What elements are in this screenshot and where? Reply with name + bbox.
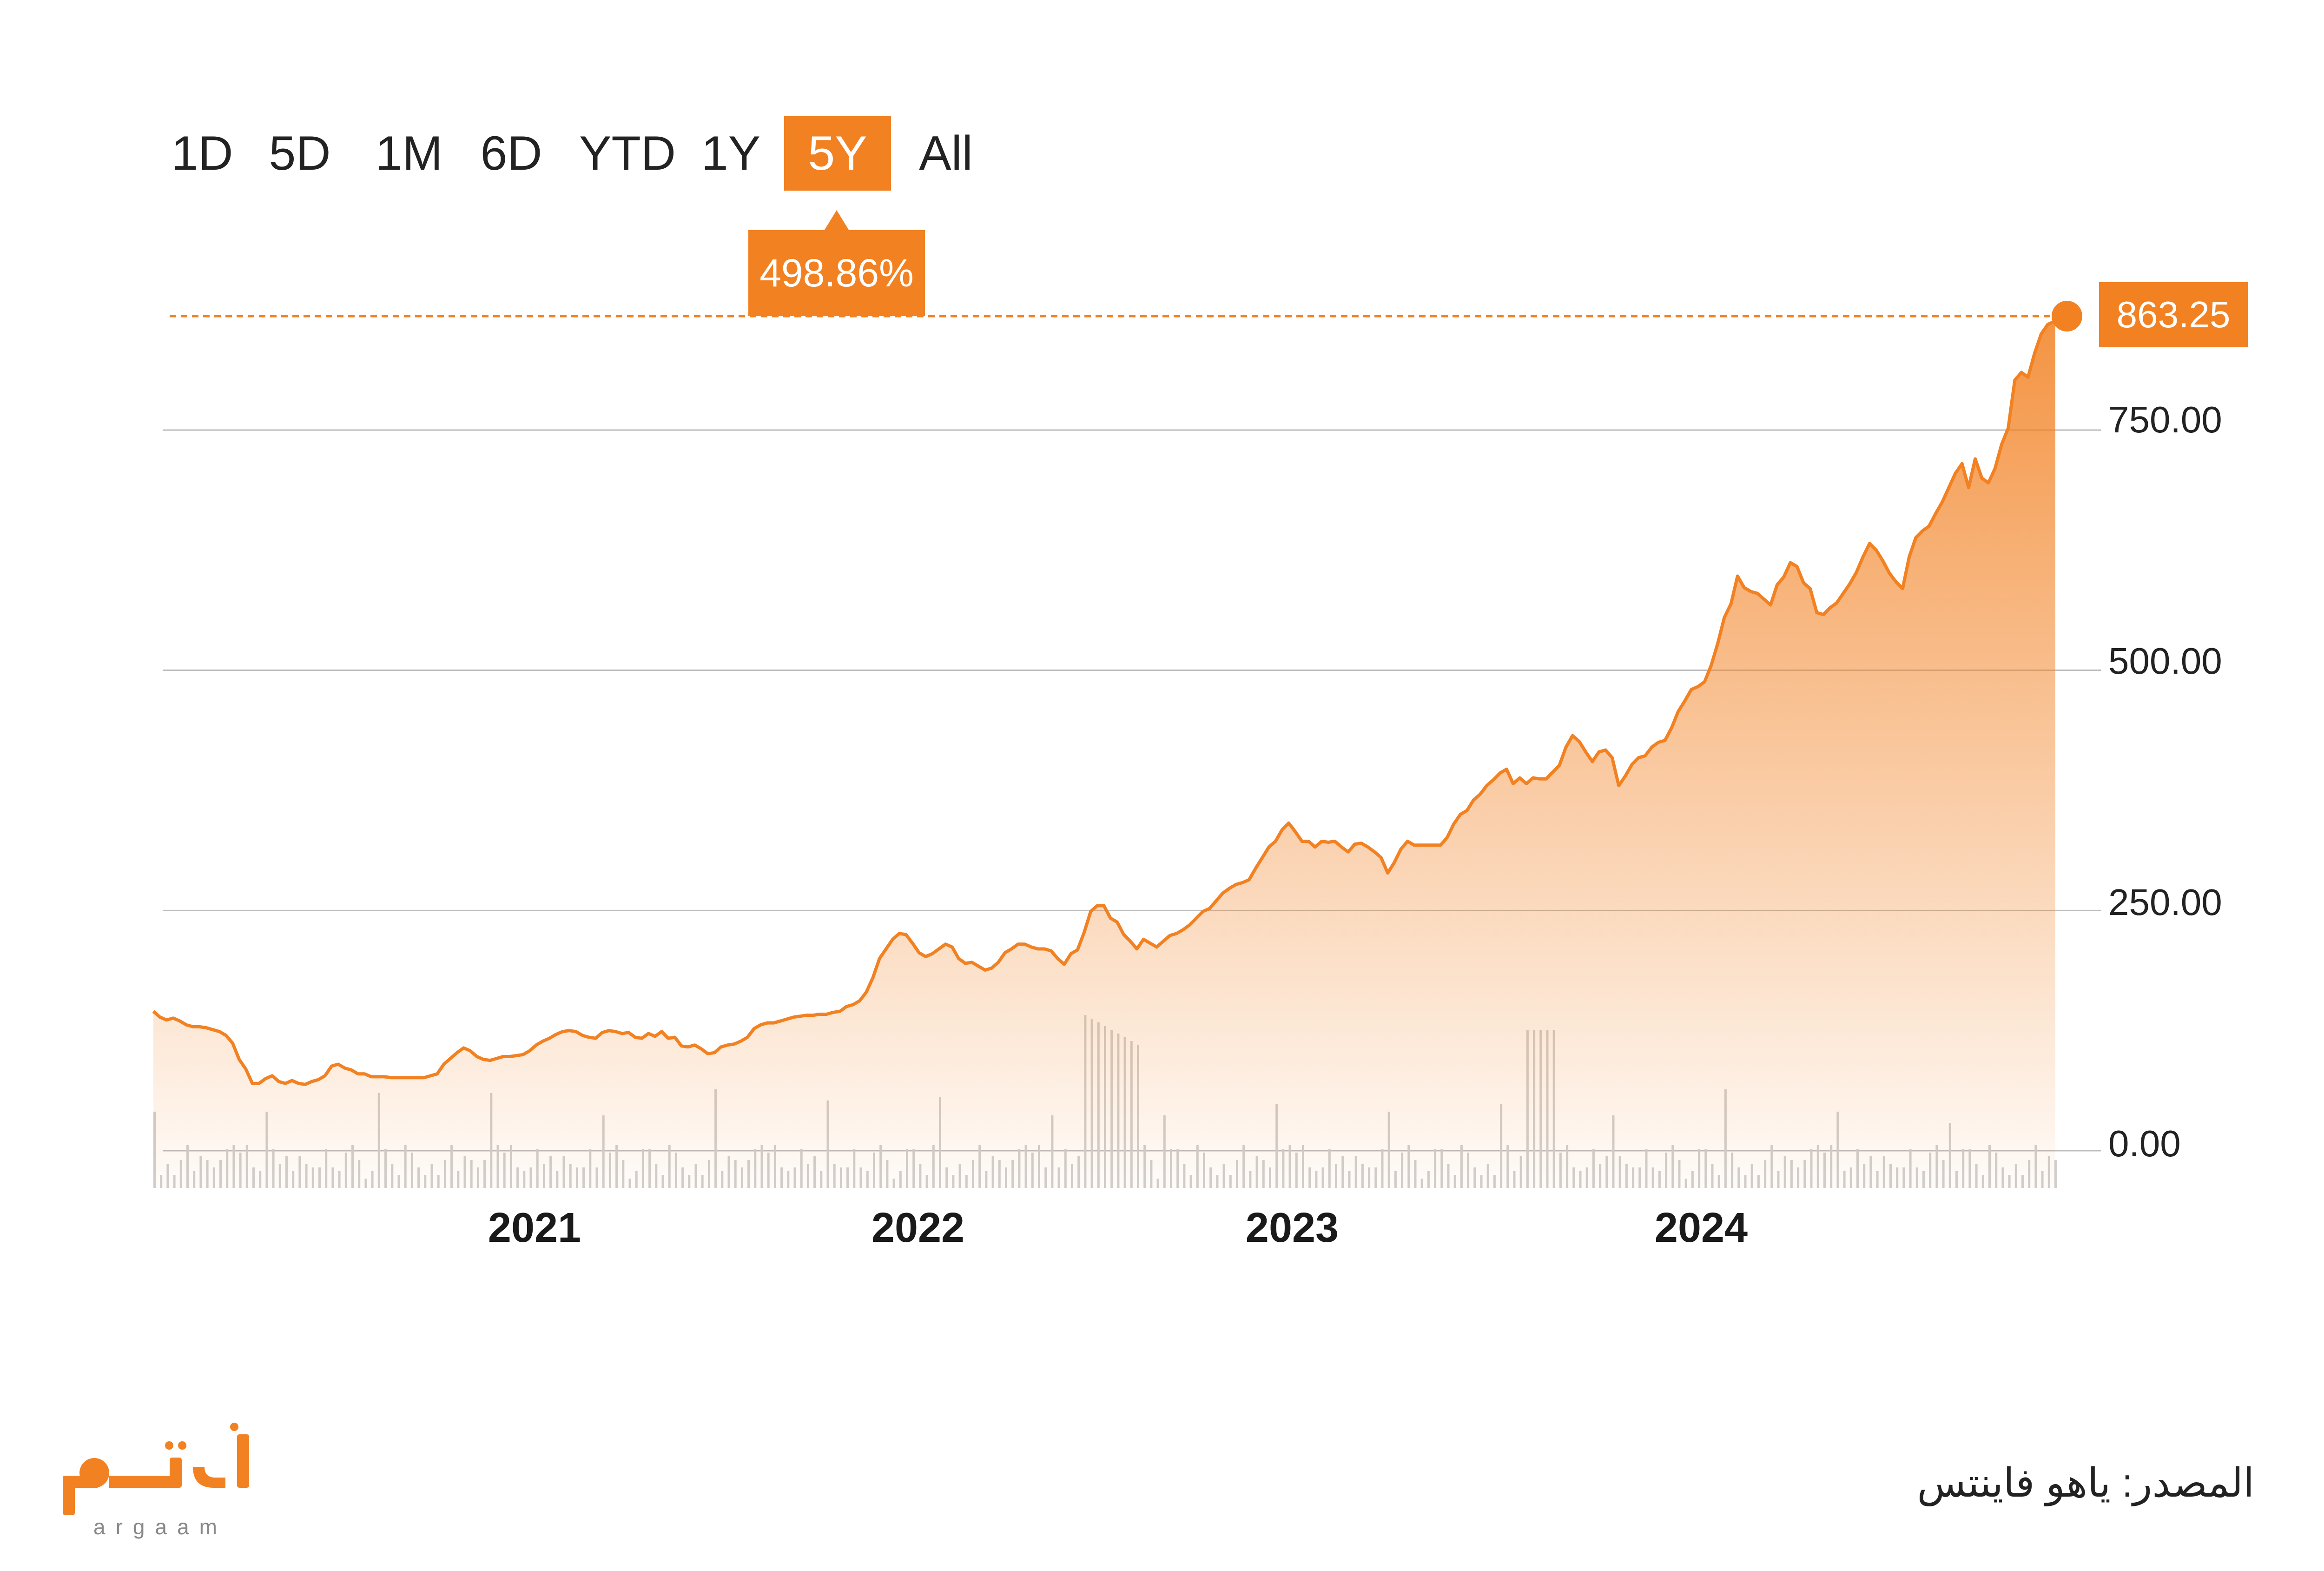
x-tick-label: 2023 [1245, 1205, 1339, 1251]
y-tick-label: 0.00 [2108, 1123, 2181, 1164]
tab-1m[interactable]: 1M [375, 126, 443, 180]
tab-6d[interactable]: 6D [480, 126, 542, 180]
y-tick-label: 250.00 [2108, 882, 2222, 923]
current-price-dot [2052, 301, 2082, 331]
x-tick-label: 2021 [488, 1205, 581, 1251]
tab-1y[interactable]: 1Y [701, 126, 761, 180]
x-tick-label: 2022 [871, 1205, 965, 1251]
argaam-logo: argaam [63, 1423, 249, 1539]
y-tick-label: 500.00 [2108, 640, 2222, 682]
current-price-badge: 863.25 [2099, 282, 2248, 347]
volume-bar [2054, 1160, 2057, 1188]
tab-5d[interactable]: 5D [269, 126, 331, 180]
tab-ytd[interactable]: YTD [579, 126, 676, 180]
source-note: المصدر: ياهو فاينتس [1917, 1461, 2254, 1505]
change-percent-badge: 498.86% [748, 230, 925, 316]
tab-all[interactable]: All [919, 126, 973, 180]
y-tick-label: 750.00 [2108, 399, 2222, 440]
tab-1d[interactable]: 1D [171, 126, 233, 180]
price-line [152, 320, 2055, 1086]
tab-5y[interactable]: 5Y [784, 116, 891, 191]
logo-latin-text: argaam [93, 1515, 227, 1539]
percent-pointer [824, 210, 849, 231]
price-area [153, 321, 2055, 1188]
x-tick-label: 2024 [1654, 1205, 1748, 1251]
